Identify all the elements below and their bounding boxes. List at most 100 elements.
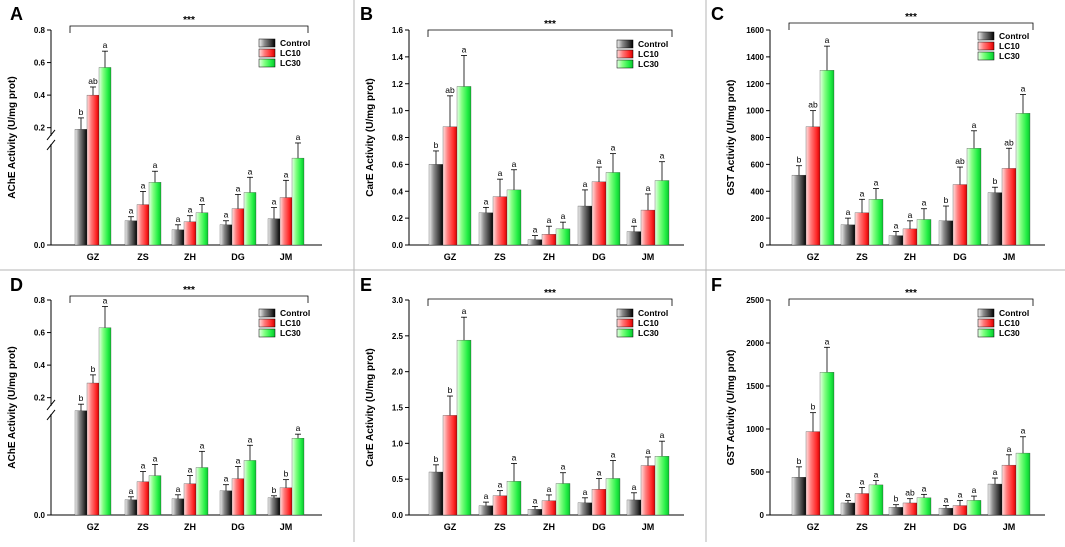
- x-tick-label: GZ: [87, 522, 100, 532]
- significance-letter: a: [296, 423, 301, 433]
- y-tick-label: 0.2: [34, 124, 46, 133]
- legend-label: LC30: [638, 59, 659, 69]
- bar-lc10-dg: [231, 478, 245, 516]
- significance-letter: a: [129, 206, 134, 216]
- axis-break-mark: [46, 409, 56, 421]
- significance-bracket: [788, 298, 1034, 306]
- y-tick-label: 0.0: [34, 241, 46, 250]
- bar-lc10-gz: [86, 94, 100, 246]
- bar-lc10-zh: [902, 502, 918, 516]
- significance-bracket: [427, 298, 673, 306]
- panel-label: D: [10, 275, 23, 295]
- x-tick-label: DG: [231, 252, 245, 262]
- y-tick-label: 500: [751, 468, 765, 477]
- legend-label: Control: [280, 38, 310, 48]
- significance-letter: a: [176, 214, 181, 224]
- significance-letter: a: [874, 178, 879, 188]
- panel-label: E: [360, 275, 372, 295]
- significance-letter: a: [141, 180, 146, 190]
- y-tick-label: 1000: [746, 425, 764, 434]
- bar-lc30-zs: [506, 189, 522, 246]
- significance-label: ***: [905, 288, 917, 299]
- y-tick-label: 1600: [746, 26, 764, 35]
- significance-letter: a: [561, 211, 566, 221]
- bar-lc30-dg: [966, 500, 982, 516]
- bar-lc30-dg: [605, 478, 621, 516]
- significance-letter: a: [296, 132, 301, 142]
- significance-letter: a: [958, 489, 963, 499]
- significance-label: ***: [183, 285, 195, 296]
- significance-letter: a: [993, 467, 998, 477]
- significance-letter: a: [846, 207, 851, 217]
- bar-lc10-dg: [231, 208, 245, 246]
- significance-letter: b: [448, 385, 453, 395]
- significance-letter: a: [284, 169, 289, 179]
- significance-letter: a: [153, 453, 158, 463]
- significance-letter: a: [484, 491, 489, 501]
- significance-letter: a: [462, 45, 467, 55]
- bar-lc10-zh: [902, 228, 918, 246]
- bar-lc30-jm: [291, 157, 305, 246]
- y-tick-label: 1200: [746, 80, 764, 89]
- significance-letter: b: [284, 469, 289, 479]
- significance-letter: a: [874, 470, 879, 480]
- bar-lc10-zs: [136, 481, 150, 516]
- chart-panel-E: 0.0 0.5 1.0 1.5 2.0 2.5 3.0 CarE Activity (U/mg…: [360, 275, 684, 532]
- significance-letter: a: [272, 197, 277, 207]
- x-tick-label: ZH: [904, 252, 916, 262]
- significance-letter: a: [200, 194, 205, 204]
- bar-control-zh: [888, 507, 904, 516]
- legend-label: LC30: [999, 51, 1020, 61]
- y-tick-label: 0.6: [392, 160, 404, 169]
- y-tick-label: 0: [760, 511, 765, 520]
- panel-label: F: [711, 275, 722, 295]
- y-axis-title: CarE Activity (U/mg prot): [365, 78, 376, 197]
- significance-letter: a: [922, 483, 927, 493]
- bar-lc30-jm: [1015, 113, 1031, 246]
- significance-letter: a: [188, 205, 193, 215]
- significance-label: ***: [905, 12, 917, 23]
- bar-lc10-zs: [854, 212, 870, 246]
- legend-label: LC30: [280, 328, 301, 338]
- x-tick-label: ZS: [856, 522, 868, 532]
- x-tick-label: ZS: [137, 522, 149, 532]
- significance-letter: a: [660, 151, 665, 161]
- bar-control-dg: [577, 502, 593, 516]
- bar-lc30-jm: [654, 456, 670, 516]
- bar-lc10-gz: [86, 382, 100, 516]
- chart-panel-A: 0.0 0.2 0.4 0.6 0.8 AChE Activity (U/mg prot)…: [7, 4, 322, 262]
- y-tick-label: 0: [760, 241, 765, 250]
- chart-panel-B: 0.0 0.2 0.4 0.6 0.8 1.0 1.2 1.4 1.6 CarE Activity…: [360, 4, 684, 262]
- significance-label: ***: [544, 19, 556, 30]
- y-tick-label: 0.8: [392, 134, 404, 143]
- legend-swatch: [616, 328, 634, 338]
- significance-letter: a: [908, 210, 913, 220]
- x-tick-label: GZ: [807, 252, 820, 262]
- significance-letter: a: [860, 188, 865, 198]
- significance-letter: a: [922, 198, 927, 208]
- bar-lc10-zh: [541, 500, 557, 516]
- significance-letter: a: [1021, 84, 1026, 94]
- significance-letter: a: [129, 486, 134, 496]
- y-tick-label: 2.0: [392, 368, 404, 377]
- x-tick-label: GZ: [807, 522, 820, 532]
- x-tick-label: DG: [592, 252, 606, 262]
- bar-lc30-jm: [654, 180, 670, 246]
- x-tick-label: JM: [280, 522, 293, 532]
- legend-label: LC30: [999, 328, 1020, 338]
- y-tick-label: 0.8: [34, 296, 46, 305]
- legend-swatch: [616, 59, 634, 69]
- axis-break-mark: [46, 399, 56, 411]
- y-tick-label: 0.0: [392, 511, 404, 520]
- panel-label: A: [10, 4, 23, 24]
- significance-letter: a: [561, 462, 566, 472]
- significance-letter: a: [103, 40, 108, 50]
- y-tick-label: 200: [751, 214, 765, 223]
- x-tick-label: JM: [1003, 522, 1016, 532]
- significance-letter: a: [200, 440, 205, 450]
- y-tick-label: 1.0: [392, 439, 404, 448]
- y-tick-label: 0.6: [34, 59, 46, 68]
- bar-lc30-dg: [605, 172, 621, 246]
- significance-letter: a: [512, 159, 517, 169]
